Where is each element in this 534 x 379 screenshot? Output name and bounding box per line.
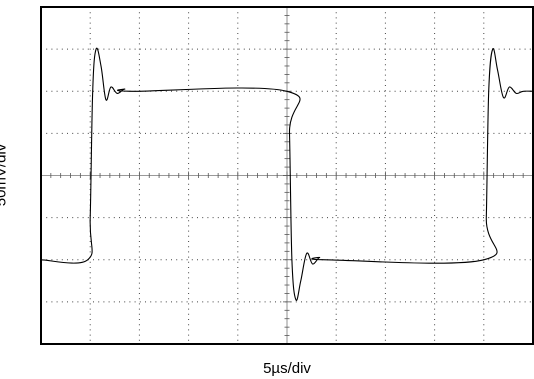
plot-frame xyxy=(40,6,534,345)
y-axis-label: 50mV/div xyxy=(0,143,10,207)
grid xyxy=(40,6,534,345)
waveform-trace xyxy=(40,47,534,301)
x-axis-label: 5µs/div xyxy=(263,360,311,377)
